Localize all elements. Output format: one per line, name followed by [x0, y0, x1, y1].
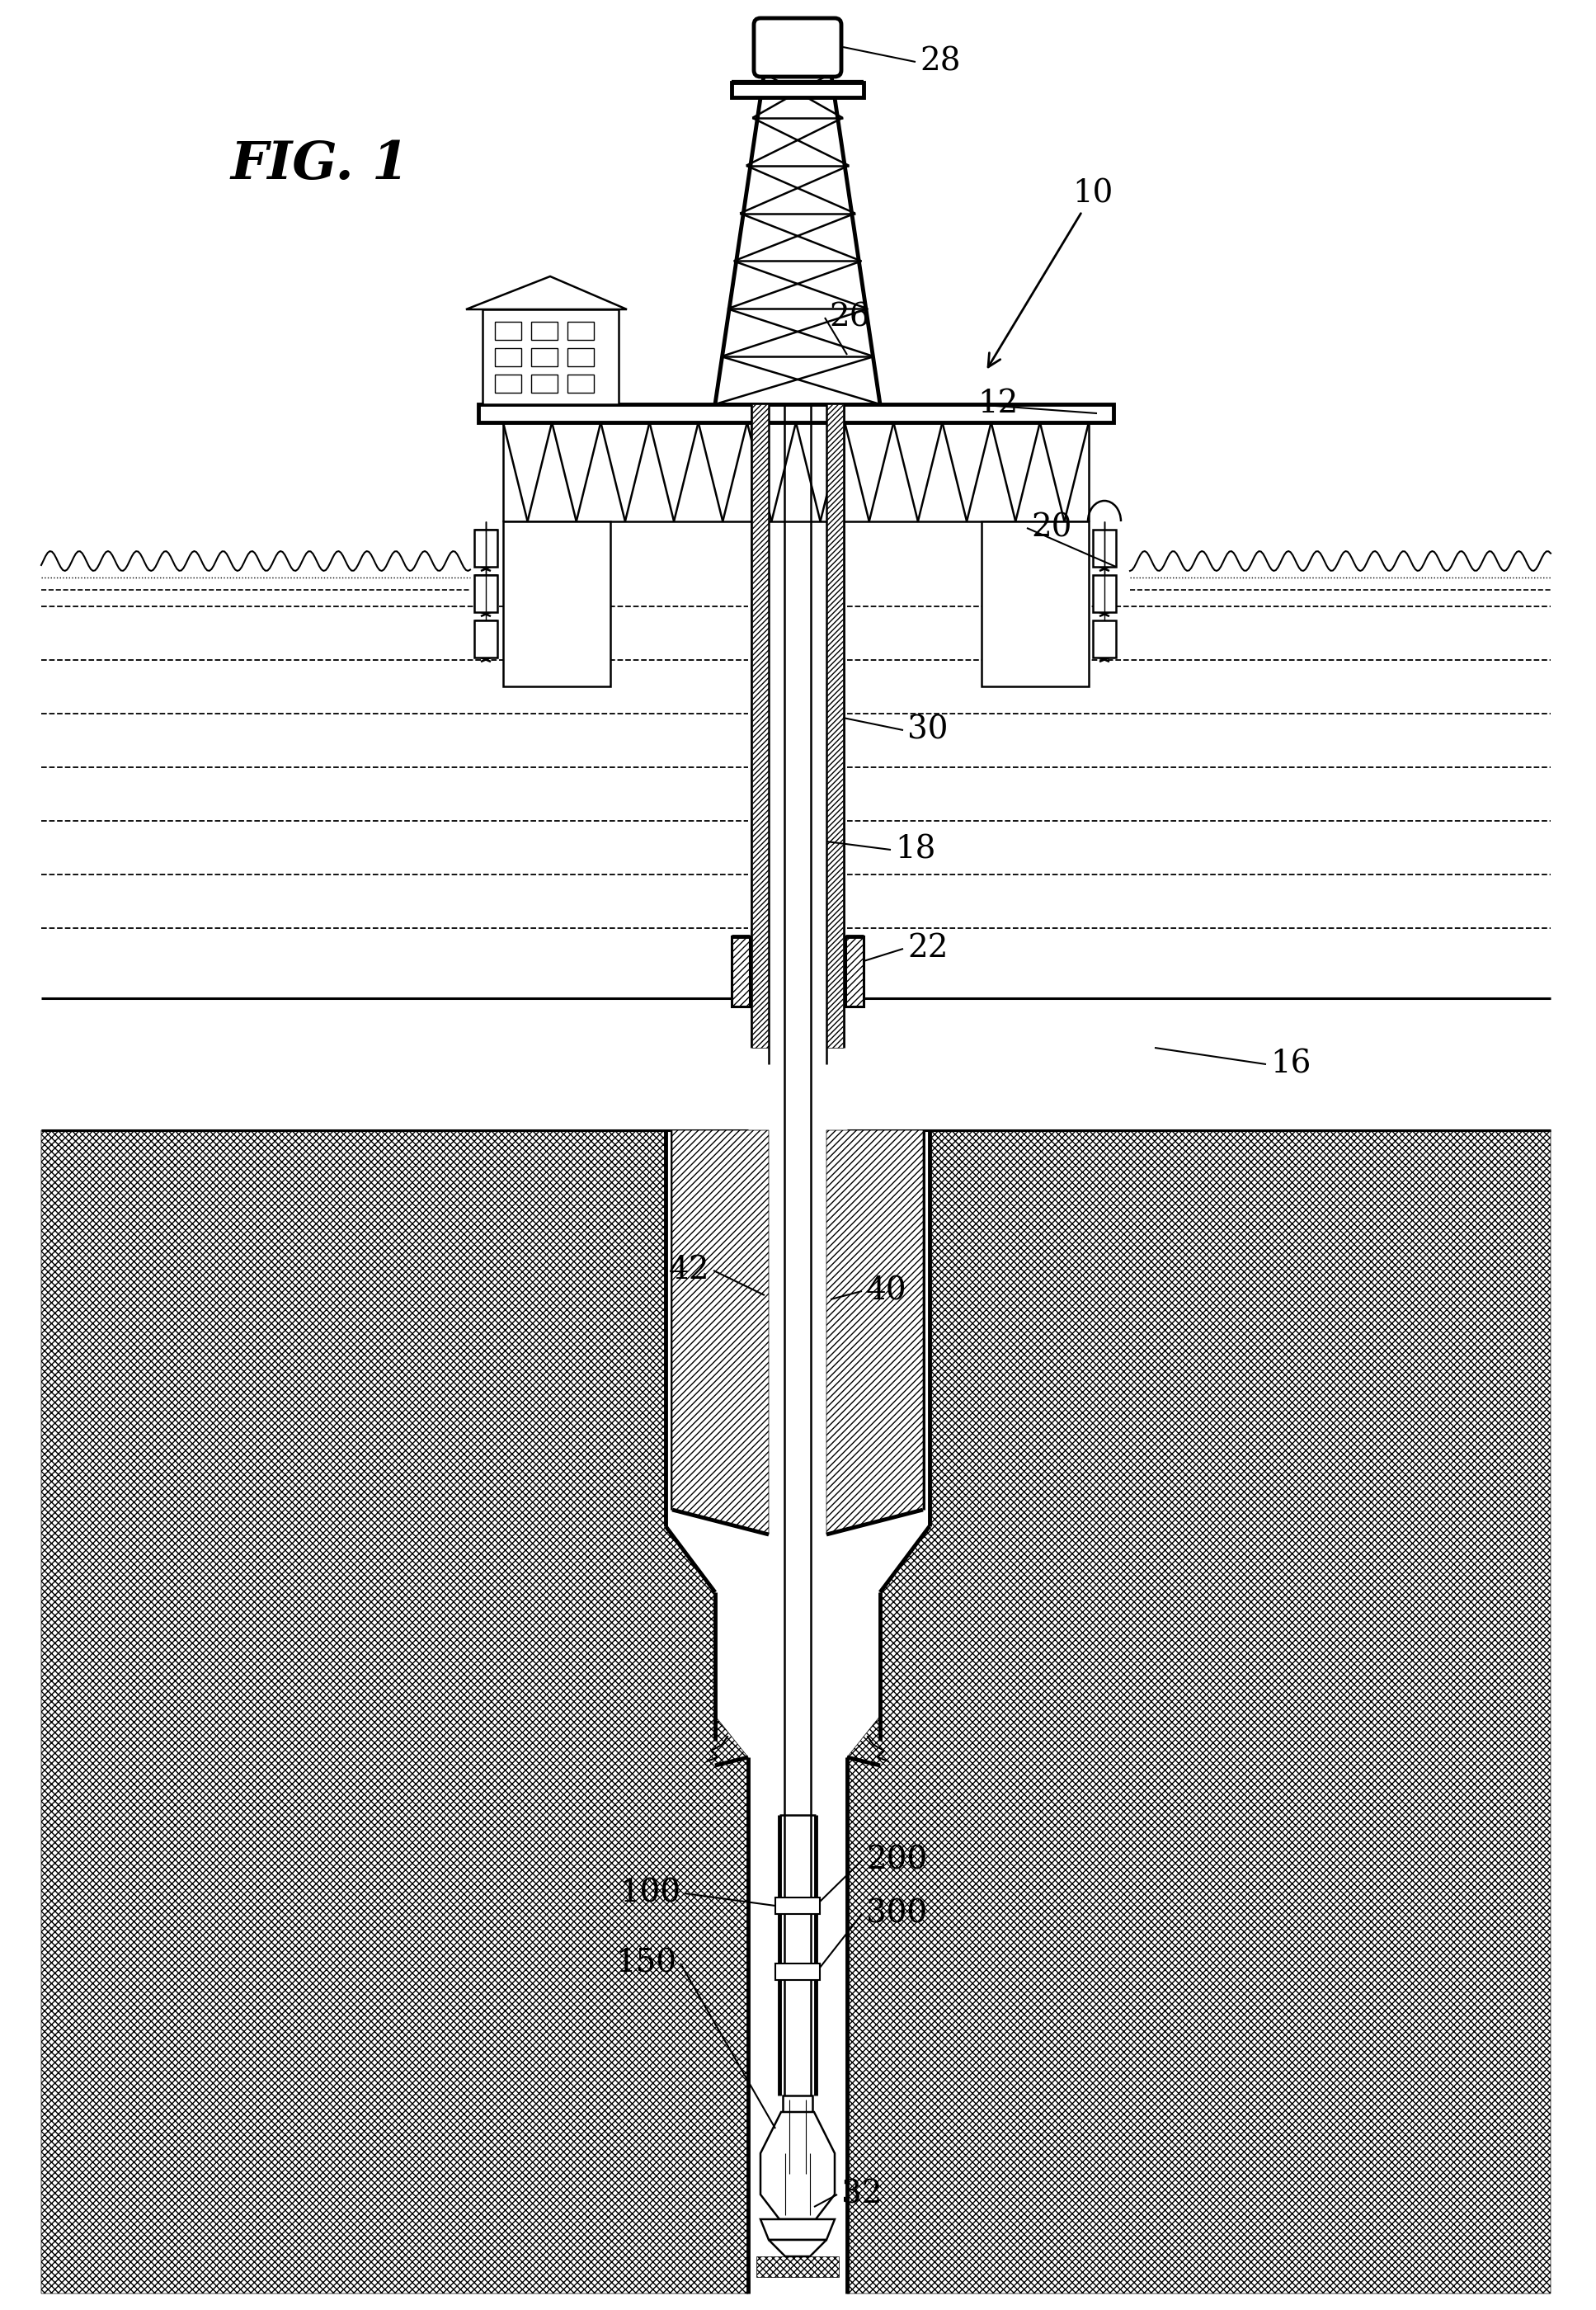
Polygon shape	[474, 621, 498, 658]
Text: 100: 100	[619, 1878, 680, 1908]
Polygon shape	[847, 1130, 1551, 2294]
Polygon shape	[760, 2220, 835, 2241]
Text: 28: 28	[919, 46, 961, 76]
Polygon shape	[782, 2095, 812, 2178]
Polygon shape	[495, 374, 522, 393]
Polygon shape	[776, 1897, 820, 1915]
Polygon shape	[982, 522, 1088, 686]
Polygon shape	[1093, 621, 1116, 658]
Polygon shape	[769, 2241, 827, 2257]
Text: 300: 300	[867, 1899, 927, 1929]
Polygon shape	[495, 321, 522, 340]
Text: 30: 30	[907, 714, 948, 746]
Polygon shape	[41, 1130, 749, 2294]
Polygon shape	[752, 404, 769, 1049]
Polygon shape	[479, 404, 1114, 423]
Polygon shape	[776, 1964, 820, 1980]
Polygon shape	[731, 936, 750, 1007]
Polygon shape	[568, 374, 594, 393]
Polygon shape	[1093, 529, 1116, 566]
Polygon shape	[531, 374, 557, 393]
Text: 26: 26	[828, 303, 870, 333]
Polygon shape	[568, 349, 594, 367]
Text: 22: 22	[907, 933, 948, 963]
Polygon shape	[827, 1130, 922, 1534]
Polygon shape	[474, 529, 498, 566]
Polygon shape	[846, 936, 863, 1007]
Text: 12: 12	[977, 388, 1018, 420]
Text: 40: 40	[867, 1275, 907, 1307]
Polygon shape	[757, 2257, 839, 2278]
Text: 16: 16	[1270, 1049, 1310, 1079]
Text: 32: 32	[841, 2178, 883, 2211]
Polygon shape	[503, 522, 610, 686]
Text: 42: 42	[669, 1254, 709, 1287]
Polygon shape	[568, 321, 594, 340]
Polygon shape	[466, 277, 627, 310]
Polygon shape	[531, 349, 557, 367]
Polygon shape	[672, 1130, 769, 1534]
Polygon shape	[847, 998, 1551, 1130]
Polygon shape	[827, 404, 843, 1049]
Polygon shape	[482, 310, 619, 404]
Text: 18: 18	[895, 834, 935, 864]
Polygon shape	[760, 2111, 835, 2220]
Polygon shape	[531, 321, 557, 340]
Polygon shape	[495, 349, 522, 367]
Polygon shape	[731, 83, 863, 97]
Polygon shape	[474, 575, 498, 612]
Polygon shape	[769, 1130, 827, 2252]
Text: 10: 10	[988, 178, 1112, 367]
FancyBboxPatch shape	[753, 18, 841, 76]
Text: 200: 200	[867, 1846, 927, 1876]
Text: FIG. 1: FIG. 1	[231, 139, 410, 189]
Text: 150: 150	[614, 1947, 677, 1980]
Text: 20: 20	[1031, 513, 1073, 543]
Polygon shape	[41, 998, 749, 1130]
Polygon shape	[1093, 575, 1116, 612]
